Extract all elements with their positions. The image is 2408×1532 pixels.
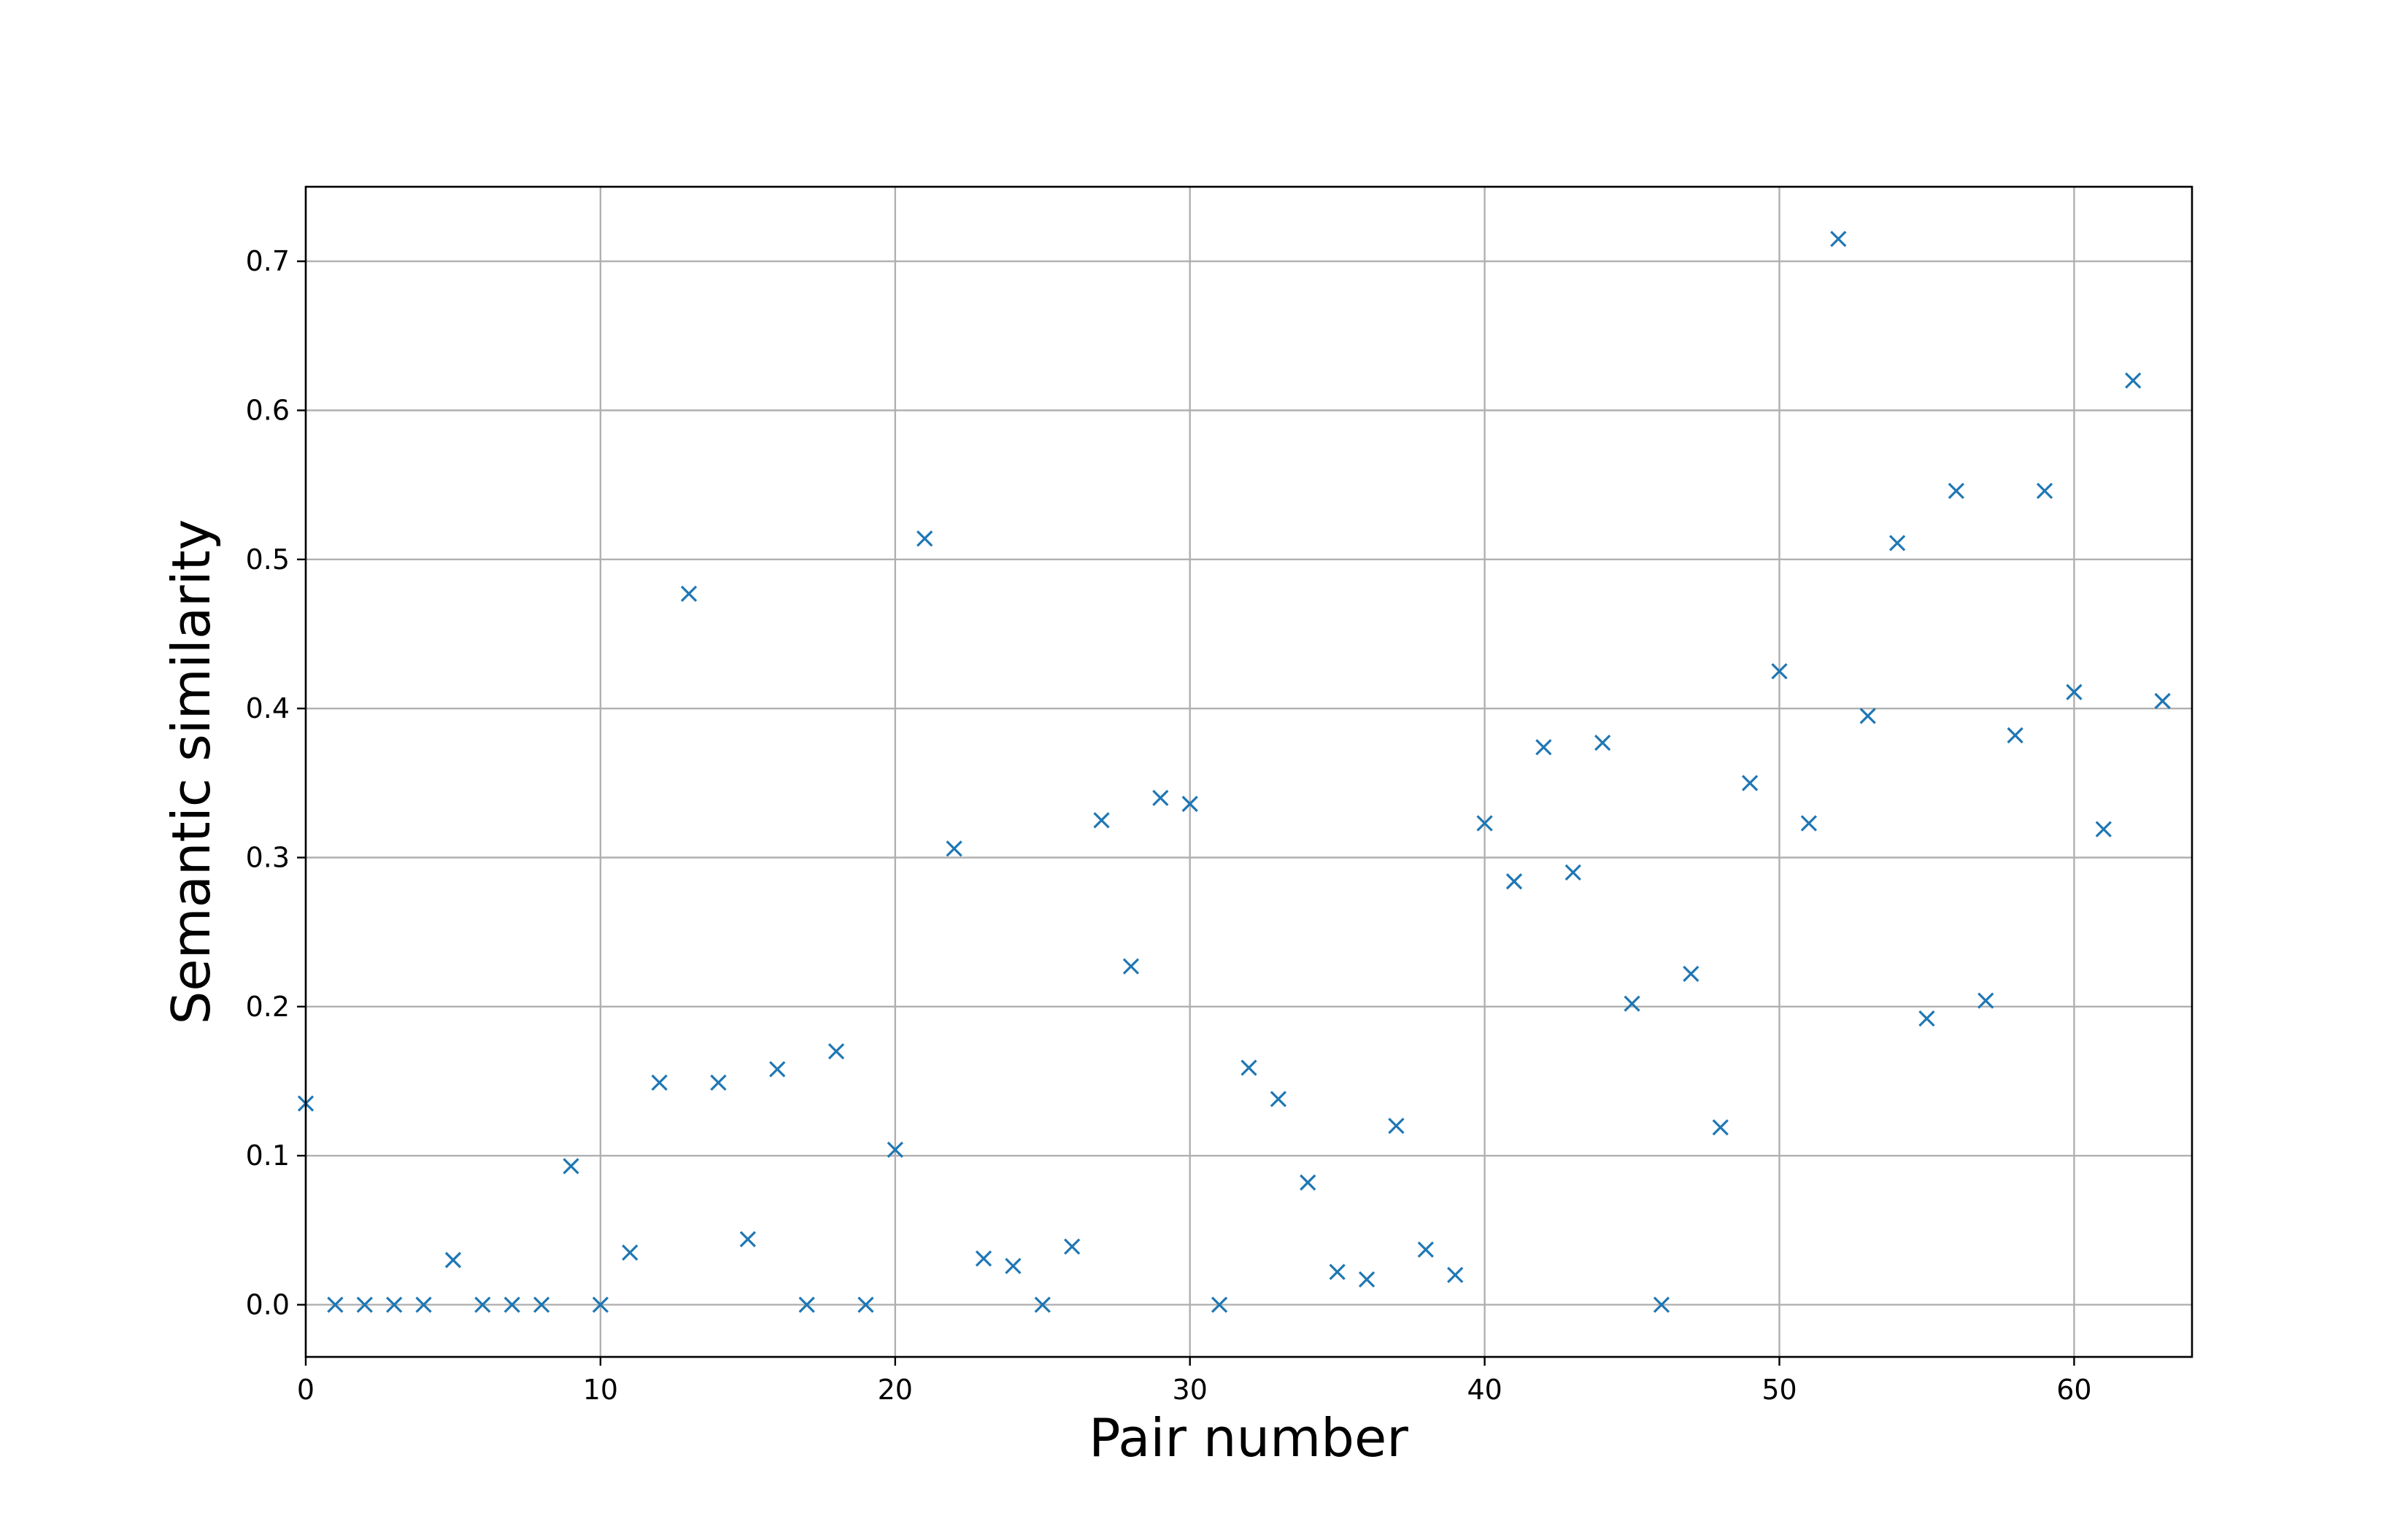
data-point [1771, 662, 1788, 680]
y-tick-label: 0.2 [246, 991, 290, 1023]
data-point [887, 1141, 903, 1158]
data-point [474, 1296, 491, 1313]
data-point [1417, 1241, 1434, 1258]
data-point [592, 1296, 609, 1313]
data-point [1122, 958, 1140, 975]
data-point [1564, 864, 1581, 881]
data-point [2154, 692, 2171, 710]
data-point [622, 1244, 638, 1261]
data-point [386, 1296, 403, 1313]
y-tick-label: 0.0 [246, 1288, 290, 1320]
data-point [1005, 1258, 1022, 1274]
data-point [1064, 1238, 1081, 1255]
x-tick-label: 40 [1467, 1374, 1502, 1406]
y-tick-label: 0.5 [246, 543, 290, 576]
x-tick-label: 50 [1761, 1374, 1797, 1406]
data-point [1888, 535, 1906, 552]
data-point [327, 1296, 344, 1313]
data-point [1712, 1119, 1729, 1136]
y-tick-label: 0.1 [246, 1140, 290, 1172]
data-point [2036, 482, 2053, 499]
data-point [1181, 795, 1198, 813]
x-tick-label: 30 [1173, 1374, 1208, 1406]
data-point [1859, 708, 1876, 724]
data-point [651, 1074, 668, 1091]
data-points [297, 231, 2171, 1313]
data-point [680, 585, 698, 602]
data-point [1270, 1091, 1287, 1107]
data-point [1742, 775, 1759, 792]
data-point [1152, 789, 1169, 806]
data-point [356, 1296, 373, 1313]
data-point [1800, 815, 1818, 832]
data-point [1594, 735, 1611, 751]
axis-ticks: 0 10 20 30 40 50 60 0.0 0.1 0.2 0.3 0.4 0.5 0.6 0.7 [246, 245, 2092, 1406]
data-point [739, 1231, 756, 1247]
data-point [2007, 727, 2023, 744]
data-point [2066, 684, 2083, 700]
data-point [1624, 995, 1640, 1012]
data-point [946, 840, 962, 857]
data-point [1300, 1174, 1316, 1191]
data-point [710, 1074, 727, 1091]
data-point [1211, 1296, 1228, 1313]
data-point [1918, 1010, 1935, 1027]
data-point [1329, 1264, 1346, 1280]
data-point [563, 1158, 579, 1175]
data-point [1358, 1271, 1375, 1288]
data-point [503, 1296, 520, 1313]
x-tick-label: 0 [297, 1374, 314, 1406]
data-point [1240, 1059, 1257, 1076]
x-tick-label: 60 [2056, 1374, 2091, 1406]
y-tick-label: 0.7 [246, 245, 290, 277]
data-point [798, 1296, 815, 1313]
y-tick-label: 0.4 [246, 692, 290, 724]
data-point [769, 1061, 786, 1078]
data-point [916, 530, 933, 547]
data-point [1535, 739, 1552, 756]
x-tick-label: 20 [878, 1374, 913, 1406]
data-point [1653, 1296, 1670, 1313]
data-point [1948, 482, 1965, 499]
data-point [444, 1252, 462, 1269]
data-point [1977, 992, 1994, 1009]
x-axis-label: Pair number [1089, 1407, 1408, 1469]
data-point [1476, 815, 1493, 832]
plot-frame [304, 185, 2193, 1358]
data-point [415, 1296, 432, 1313]
data-point [1505, 873, 1523, 890]
data-point [533, 1296, 550, 1313]
data-point [1830, 231, 1847, 247]
y-tick-label: 0.3 [246, 841, 290, 873]
data-point [2095, 821, 2112, 837]
data-point [857, 1296, 874, 1313]
data-point [975, 1250, 992, 1267]
data-point [1447, 1266, 1464, 1283]
grid [304, 187, 2192, 1357]
data-point [1388, 1118, 1405, 1134]
data-point [1683, 965, 1699, 983]
data-point [827, 1042, 845, 1060]
y-tick-label: 0.6 [246, 394, 290, 426]
y-axis-label: Semantic similarity [161, 519, 222, 1025]
x-tick-label: 10 [583, 1374, 618, 1406]
data-point [2125, 372, 2142, 389]
data-point [1093, 812, 1110, 829]
data-point [1034, 1296, 1051, 1313]
